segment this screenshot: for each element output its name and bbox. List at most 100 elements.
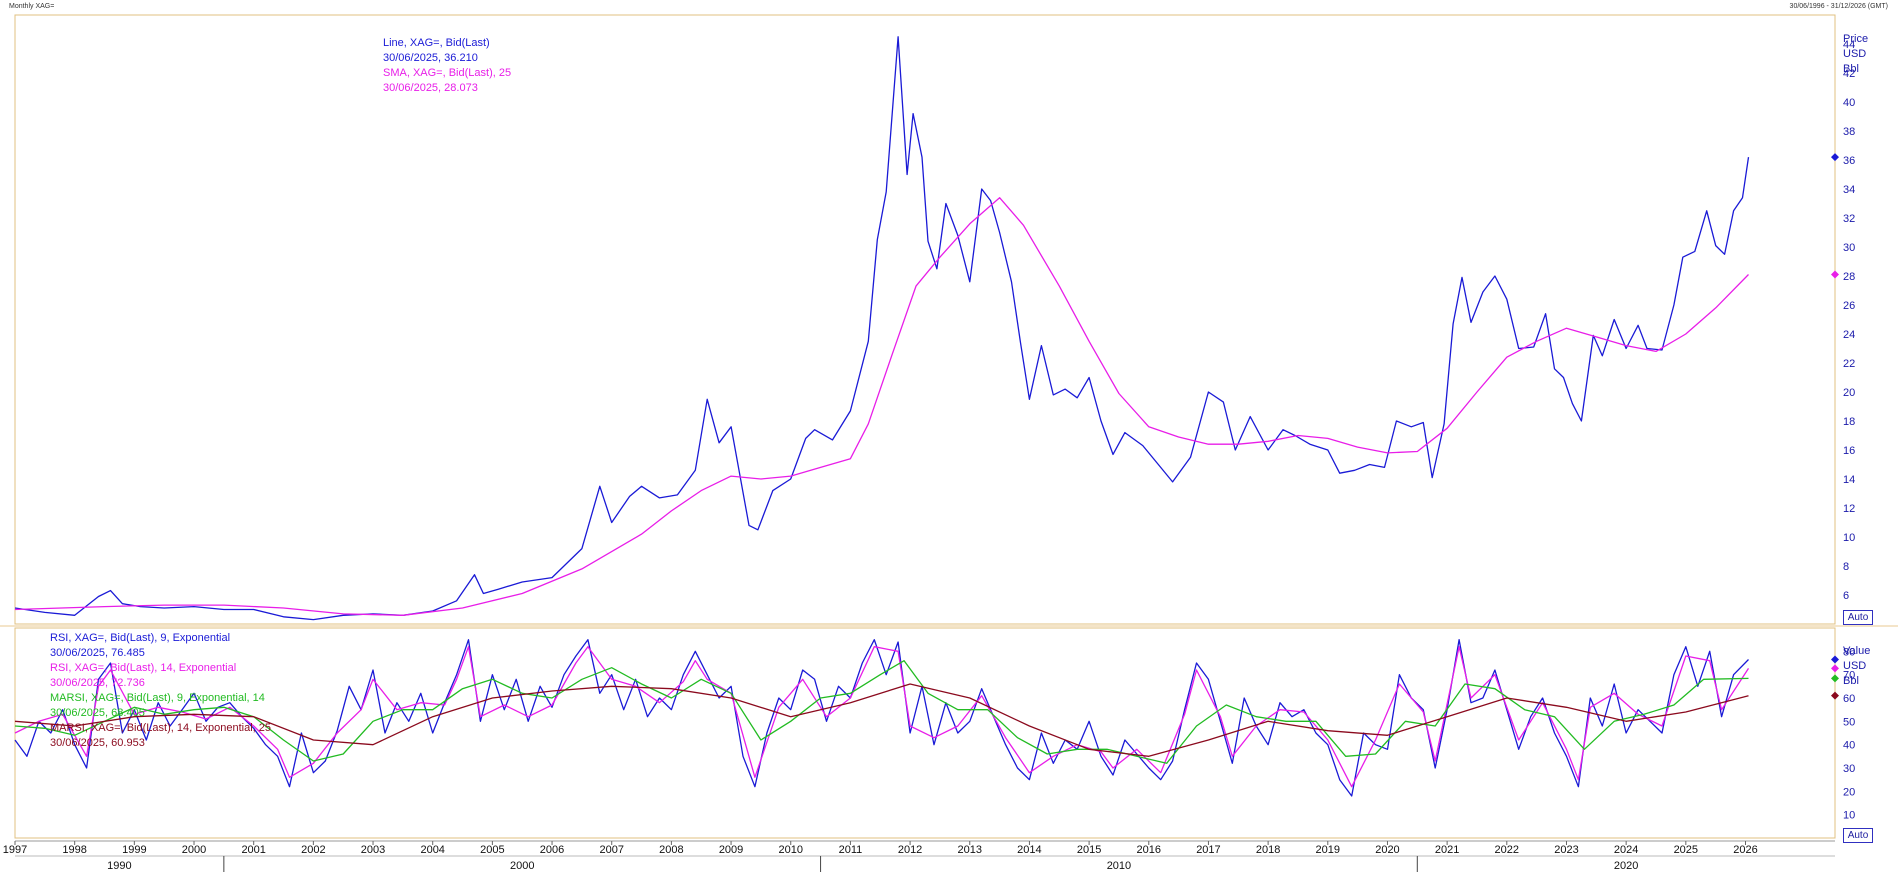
last-value-markers — [1831, 153, 1839, 700]
indicator-tick-label: 50 — [1843, 716, 1855, 728]
decade-label: 1990 — [107, 860, 131, 872]
legend-line-value: 30/06/2025, 36.210 — [383, 52, 478, 64]
x-tick-label: 2008 — [659, 844, 683, 856]
price-tick-label: 30 — [1843, 242, 1855, 254]
price-unit-measure: Bbl — [1843, 63, 1859, 75]
x-tick-label: 2020 — [1375, 844, 1399, 856]
x-tick-label: 2009 — [719, 844, 743, 856]
indicator-last-value-marker-2 — [1831, 674, 1839, 683]
indicator-auto-scale-button[interactable]: Auto — [1843, 828, 1873, 843]
decade-label: 2010 — [1107, 860, 1131, 872]
indicator-tick-label: 10 — [1843, 810, 1855, 822]
x-tick-label: 2022 — [1495, 844, 1519, 856]
legend-sma-name: SMA, XAG=, Bid(Last), 25 — [383, 67, 512, 79]
price-tick-label: 10 — [1843, 532, 1855, 544]
indicator-tick-label: 30 — [1843, 763, 1855, 775]
price-tick-label: 20 — [1843, 387, 1855, 399]
decade-label: 2020 — [1614, 860, 1638, 872]
price-tick-label: 24 — [1843, 329, 1855, 341]
indicator-series-0 — [14, 639, 1749, 797]
price-legend: Line, XAG=, Bid(Last) 30/06/2025, 36.210… — [383, 36, 511, 96]
indicator-unit-measure: Bbl — [1843, 675, 1859, 687]
price-tick-label: 34 — [1843, 184, 1855, 196]
price-tick-label: 16 — [1843, 445, 1855, 457]
legend-sma-value: 30/06/2025, 28.073 — [383, 82, 478, 94]
x-tick-label: 2025 — [1674, 844, 1698, 856]
x-tick-label: 2010 — [778, 844, 802, 856]
price-tick-label: 42 — [1843, 68, 1855, 80]
x-tick-label: 2026 — [1733, 844, 1757, 856]
x-tick-label: 2014 — [1017, 844, 1041, 856]
x-tick-label: 2021 — [1435, 844, 1459, 856]
indicator-series-2 — [14, 660, 1749, 764]
chart-header-date-range: 30/06/1996 - 31/12/2026 (GMT) — [1789, 3, 1888, 10]
price-tick-label: 28 — [1843, 271, 1855, 283]
price-panel-frame — [14, 14, 1836, 625]
price-tick-label: 18 — [1843, 416, 1855, 428]
price-auto-scale-button[interactable]: Auto — [1843, 610, 1873, 625]
legend-marsi14-name: MARSI, XAG=, Bid(Last), 14, Exponential,… — [50, 722, 272, 734]
price-last-value-marker-1 — [1831, 270, 1839, 279]
price-tick-label: 12 — [1843, 503, 1855, 515]
panel-frames — [0, 14, 1898, 857]
x-tick-label: 2001 — [241, 844, 265, 856]
price-tick-label: 32 — [1843, 213, 1855, 225]
indicator-tick-label: 20 — [1843, 786, 1855, 798]
legend-marsi9-name: MARSI, XAG=, Bid(Last), 9, Exponential, … — [50, 692, 265, 704]
indicator-unit-currency: USD — [1843, 660, 1867, 672]
price-series-1 — [14, 197, 1749, 616]
x-tick-label: 2016 — [1137, 844, 1161, 856]
legend-rsi9-value: 30/06/2025, 76.485 — [50, 647, 145, 659]
indicator-tick-label: 60 — [1843, 693, 1855, 705]
x-tick-label: 2006 — [540, 844, 564, 856]
indicator-series-1 — [14, 646, 1750, 788]
x-tick-label: 1999 — [122, 844, 146, 856]
indicator-tick-label: 40 — [1843, 740, 1855, 752]
price-tick-label: 8 — [1843, 561, 1849, 573]
legend-line-name: Line, XAG=, Bid(Last) — [383, 37, 490, 49]
indicator-tick-label: 70 — [1843, 670, 1855, 682]
price-series-0 — [14, 36, 1750, 621]
legend-rsi14-name: RSI, XAG=, Bid(Last), 14, Exponential — [50, 662, 237, 674]
x-tick-label: 2013 — [958, 844, 982, 856]
x-tick-label: 2018 — [1256, 844, 1280, 856]
indicator-last-value-marker-1 — [1831, 664, 1839, 673]
price-last-value-marker-0 — [1831, 153, 1839, 162]
legend-rsi14-value: 30/06/2025, 72.736 — [50, 677, 145, 689]
price-tick-label: 38 — [1843, 126, 1855, 138]
indicator-last-value-marker-0 — [1831, 655, 1839, 664]
indicator-last-value-marker-3 — [1831, 691, 1839, 700]
x-tick-label: 1998 — [62, 844, 86, 856]
legend-rsi9-name: RSI, XAG=, Bid(Last), 9, Exponential — [50, 632, 231, 644]
x-tick-label: 2005 — [480, 844, 504, 856]
x-tick-label: 2002 — [301, 844, 325, 856]
x-tick-label: 2000 — [182, 844, 206, 856]
indicator-unit-value: Value — [1843, 645, 1871, 657]
series-layer — [14, 36, 1750, 797]
price-unit-currency: USD — [1843, 48, 1867, 60]
x-tick-label: 2019 — [1316, 844, 1340, 856]
x-tick-label: 2004 — [420, 844, 444, 856]
chart-header-title: Monthly XAG= — [9, 3, 55, 10]
indicator-legend: RSI, XAG=, Bid(Last), 9, Exponential 30/… — [50, 631, 271, 751]
decade-label: 2000 — [510, 860, 534, 872]
price-tick-label: 6 — [1843, 590, 1849, 602]
x-tick-label: 2024 — [1614, 844, 1638, 856]
x-tick-label: 2003 — [361, 844, 385, 856]
price-tick-label: 22 — [1843, 358, 1855, 370]
price-unit-price: Price — [1843, 33, 1869, 45]
price-tick-label: 36 — [1843, 155, 1855, 167]
legend-marsi14-value: 30/06/2025, 60.953 — [50, 737, 145, 749]
x-tick-label: 2007 — [599, 844, 623, 856]
legend-marsi9-value: 30/06/2025, 68.405 — [50, 707, 145, 719]
axis-labels: 6810121416182022242628303234363840424410… — [3, 39, 1855, 872]
x-tick-label: 1997 — [3, 844, 27, 856]
x-tick-label: 2017 — [1196, 844, 1220, 856]
x-tick-label: 2015 — [1077, 844, 1101, 856]
x-tick-label: 2023 — [1554, 844, 1578, 856]
indicator-series-3 — [14, 683, 1749, 757]
price-tick-label: 26 — [1843, 300, 1855, 312]
price-tick-label: 40 — [1843, 97, 1855, 109]
price-tick-label: 14 — [1843, 474, 1855, 486]
